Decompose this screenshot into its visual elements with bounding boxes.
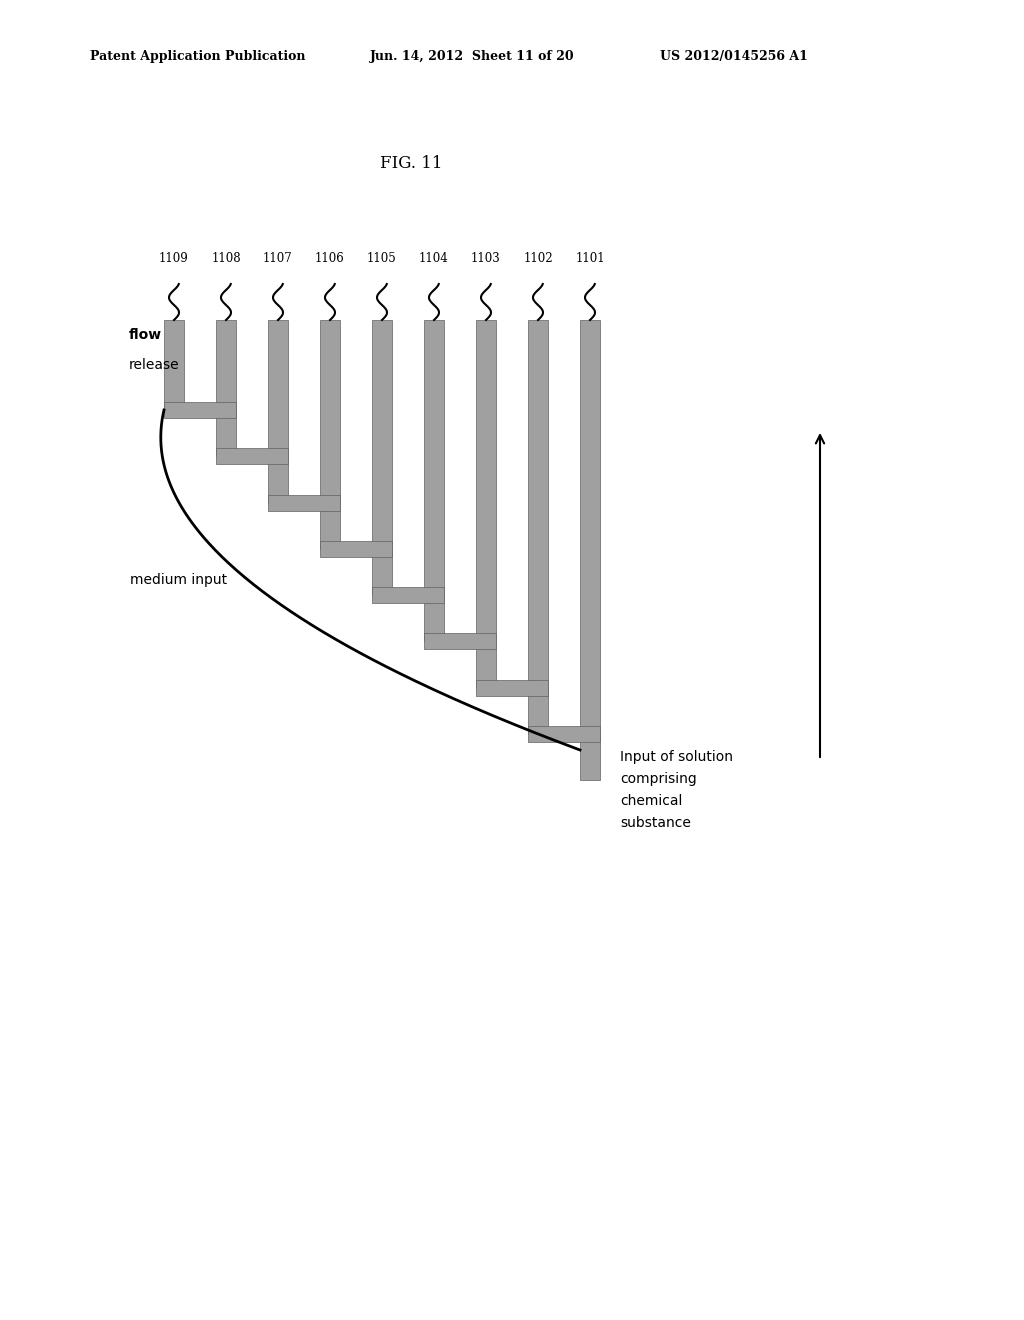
Text: 1107: 1107	[263, 252, 293, 265]
Bar	[476, 680, 548, 696]
Bar	[476, 319, 496, 688]
Text: 1106: 1106	[315, 252, 345, 265]
Bar	[164, 403, 236, 418]
Text: Input of solution: Input of solution	[620, 750, 733, 764]
Text: 1108: 1108	[211, 252, 241, 265]
Text: 1101: 1101	[575, 252, 605, 265]
Text: Patent Application Publication: Patent Application Publication	[90, 50, 305, 63]
Bar	[580, 319, 600, 780]
Bar	[372, 319, 392, 595]
Text: US 2012/0145256 A1: US 2012/0145256 A1	[660, 50, 808, 63]
Text: 1104: 1104	[419, 252, 449, 265]
Text: flow: flow	[129, 327, 162, 342]
Bar	[268, 319, 288, 503]
Bar	[528, 726, 600, 742]
Bar	[216, 449, 288, 465]
Text: 1105: 1105	[368, 252, 397, 265]
Text: 1102: 1102	[523, 252, 553, 265]
Text: substance: substance	[620, 816, 691, 830]
Bar	[164, 319, 184, 411]
Bar	[424, 319, 444, 642]
Text: comprising: comprising	[620, 772, 696, 785]
Bar	[268, 495, 340, 511]
Bar	[528, 319, 548, 734]
Text: release: release	[129, 358, 179, 372]
Text: 1103: 1103	[471, 252, 501, 265]
Text: medium input: medium input	[130, 573, 227, 587]
Bar	[319, 541, 392, 557]
Bar	[424, 634, 496, 649]
Text: Jun. 14, 2012  Sheet 11 of 20: Jun. 14, 2012 Sheet 11 of 20	[370, 50, 574, 63]
Text: FIG. 11: FIG. 11	[380, 154, 442, 172]
Text: 1109: 1109	[159, 252, 188, 265]
Bar	[372, 587, 444, 603]
Text: chemical: chemical	[620, 795, 682, 808]
Bar	[216, 319, 236, 457]
Bar	[319, 319, 340, 549]
